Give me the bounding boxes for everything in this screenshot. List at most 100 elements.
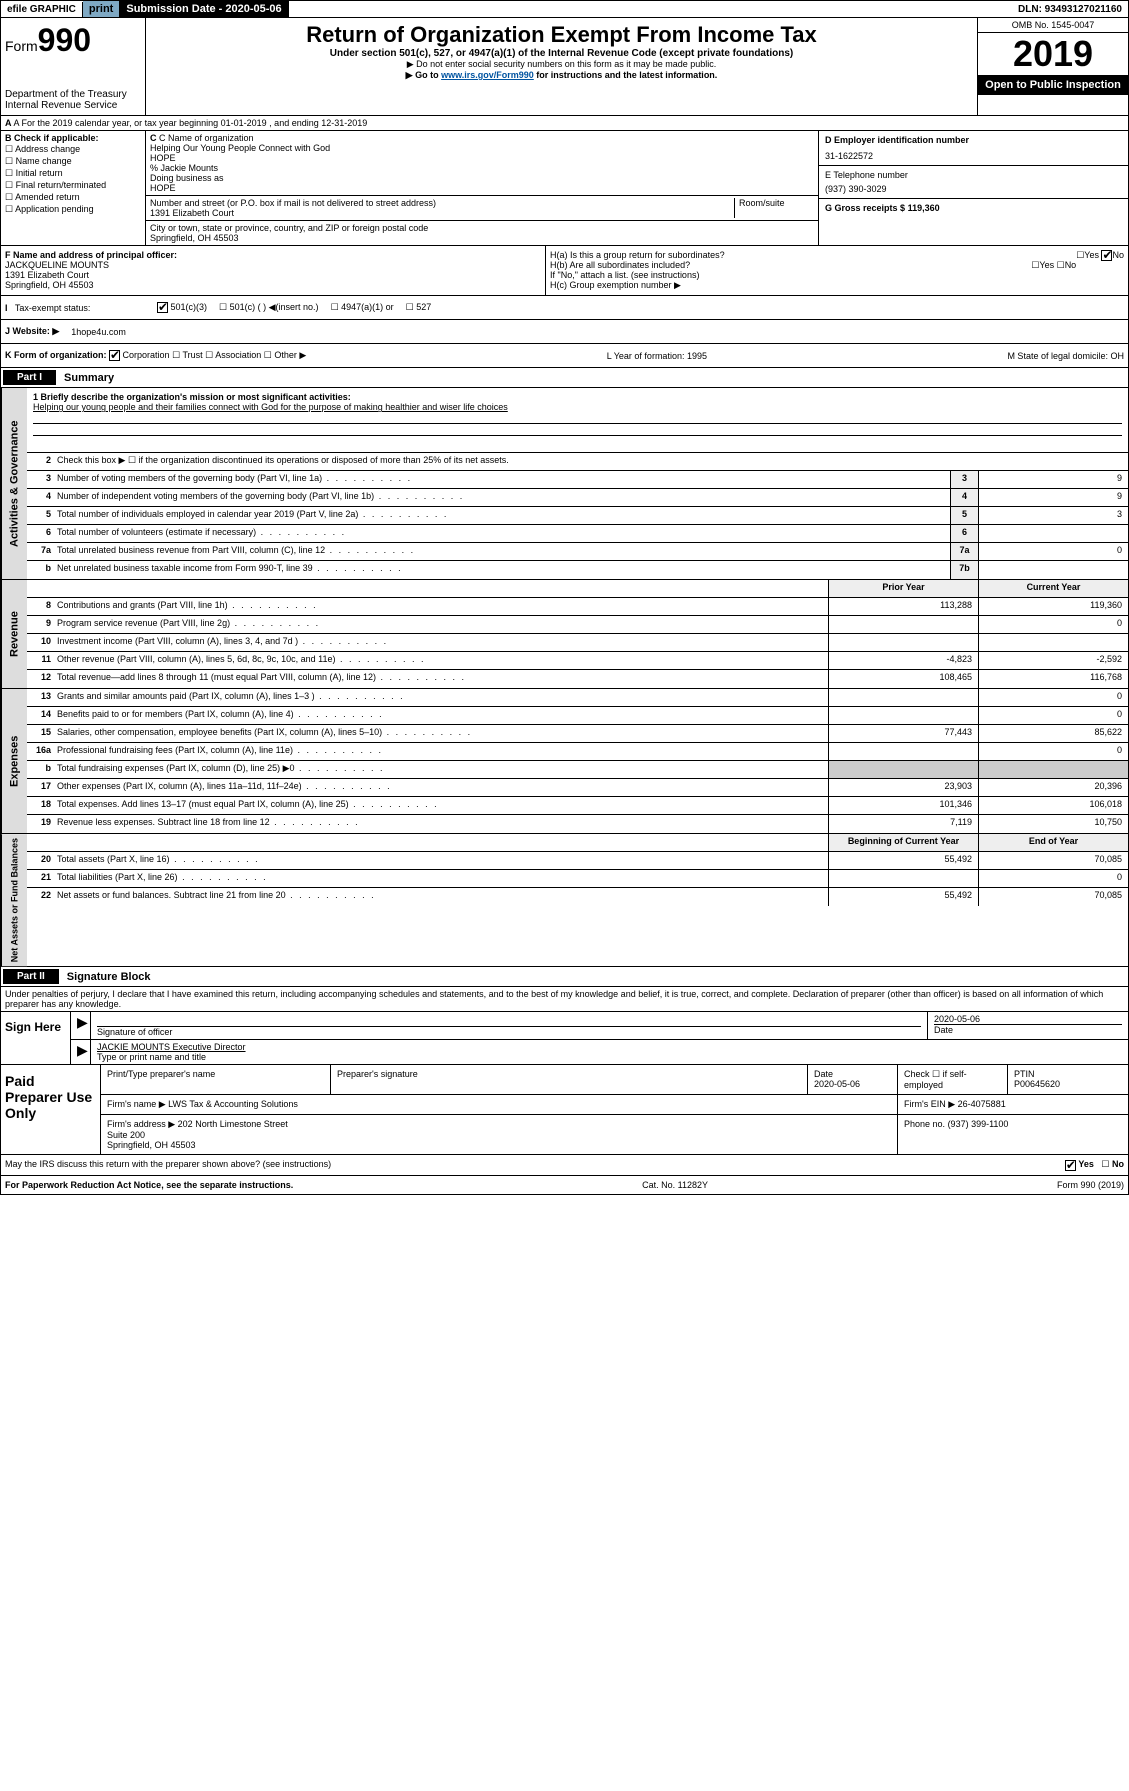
- hb-row: H(b) Are all subordinates included? ☐Yes…: [550, 260, 1124, 270]
- section-bcd: B Check if applicable: ☐ Address change …: [0, 131, 1129, 246]
- m-state: M State of legal domicile: OH: [1007, 351, 1124, 361]
- top-bar: efile GRAPHIC print Submission Date - 20…: [0, 0, 1129, 18]
- prep-self[interactable]: Check ☐ if self-employed: [898, 1065, 1008, 1094]
- note-ssn: ▶ Do not enter social security numbers o…: [150, 59, 973, 70]
- chk-name[interactable]: ☐ Name change: [5, 156, 141, 167]
- side-balances: Net Assets or Fund Balances: [1, 834, 27, 966]
- box-b: B Check if applicable: ☐ Address change …: [1, 131, 146, 245]
- chk-final[interactable]: ☐ Final return/terminated: [5, 180, 141, 191]
- line-21: 21 Total liabilities (Part X, line 26) 0: [27, 870, 1128, 888]
- officer-name-title: JACKIE MOUNTS Executive Director: [97, 1042, 1122, 1052]
- chk-pending[interactable]: ☐ Application pending: [5, 204, 141, 215]
- e-label: E Telephone number: [825, 170, 1122, 180]
- penalty-text: Under penalties of perjury, I declare th…: [0, 987, 1129, 1012]
- officer-city: Springfield, OH 45503: [5, 280, 94, 290]
- officer-name: JACKQUELINE MOUNTS: [5, 260, 109, 270]
- tax-year: 2019: [978, 33, 1128, 75]
- revenue-section: Revenue Prior Year Current Year 8 Contri…: [0, 580, 1129, 689]
- dba-label: Doing business as: [150, 173, 814, 183]
- line-b: b Total fundraising expenses (Part IX, c…: [27, 761, 1128, 779]
- chk-501c[interactable]: ☐ 501(c) ( ) ◀(insert no.): [219, 302, 319, 313]
- sig-date: 2020-05-06: [934, 1014, 1122, 1024]
- dln: DLN: 93493127021160: [1012, 2, 1128, 17]
- cat-no: Cat. No. 11282Y: [642, 1180, 708, 1190]
- paid-preparer-block: Paid Preparer Use Only Print/Type prepar…: [0, 1065, 1129, 1155]
- chk-corp[interactable]: [109, 350, 120, 361]
- chk-amended[interactable]: ☐ Amended return: [5, 192, 141, 203]
- prep-sig-hdr: Preparer's signature: [331, 1065, 808, 1094]
- l-year: L Year of formation: 1995: [607, 351, 707, 361]
- care-of: % Jackie Mounts: [150, 163, 814, 173]
- form-subtitle: Under section 501(c), 527, or 4947(a)(1)…: [150, 48, 973, 59]
- side-governance: Activities & Governance: [1, 388, 27, 579]
- form-ref: Form 990 (2019): [1057, 1180, 1124, 1190]
- line-15: 15 Salaries, other compensation, employe…: [27, 725, 1128, 743]
- line-18: 18 Total expenses. Add lines 13–17 (must…: [27, 797, 1128, 815]
- line-b: b Net unrelated business taxable income …: [27, 561, 1128, 579]
- line-5: 5 Total number of individuals employed i…: [27, 507, 1128, 525]
- k-row: K Form of organization: Corporation ☐ Tr…: [0, 344, 1129, 368]
- form-number: Form990: [5, 22, 141, 59]
- governance-section: Activities & Governance 1 Briefly descri…: [0, 388, 1129, 580]
- chk-501c3[interactable]: 501(c)(3): [157, 302, 207, 313]
- f-label: F Name and address of principal officer:: [5, 250, 177, 260]
- line-7a: 7a Total unrelated business revenue from…: [27, 543, 1128, 561]
- line-10: 10 Investment income (Part VIII, column …: [27, 634, 1128, 652]
- line-8: 8 Contributions and grants (Part VIII, l…: [27, 598, 1128, 616]
- g-label: G Gross receipts $ 119,360: [825, 203, 940, 213]
- expenses-section: Expenses 13 Grants and similar amounts p…: [0, 689, 1129, 834]
- balances-section: Net Assets or Fund Balances Beginning of…: [0, 834, 1129, 967]
- date-label: Date: [934, 1024, 1122, 1035]
- line-22: 22 Net assets or fund balances. Subtract…: [27, 888, 1128, 906]
- line-3: 3 Number of voting members of the govern…: [27, 471, 1128, 489]
- col-prior: Prior Year: [828, 580, 978, 597]
- ein: 31-1622572: [825, 151, 1122, 161]
- part2-header: Part II Signature Block: [0, 967, 1129, 987]
- city-label: City or town, state or province, country…: [150, 223, 814, 233]
- chk-4947[interactable]: ☐ 4947(a)(1) or: [331, 302, 394, 313]
- line-17: 17 Other expenses (Part IX, column (A), …: [27, 779, 1128, 797]
- prep-date: Date2020-05-06: [808, 1065, 898, 1094]
- q1-mission: 1 Briefly describe the organization's mi…: [27, 388, 1128, 453]
- line-16a: 16a Professional fundraising fees (Part …: [27, 743, 1128, 761]
- org-name: Helping Our Young People Connect with Go…: [150, 143, 814, 153]
- line-11: 11 Other revenue (Part VIII, column (A),…: [27, 652, 1128, 670]
- side-revenue: Revenue: [1, 580, 27, 688]
- street-address: 1391 Elizabeth Court: [150, 208, 734, 218]
- chk-initial[interactable]: ☐ Initial return: [5, 168, 141, 179]
- open-public: Open to Public Inspection: [978, 75, 1128, 95]
- col-begin: Beginning of Current Year: [828, 834, 978, 851]
- irs-discuss-row: May the IRS discuss this return with the…: [0, 1155, 1129, 1175]
- line-4: 4 Number of independent voting members o…: [27, 489, 1128, 507]
- hb-note: If "No," attach a list. (see instruction…: [550, 270, 1124, 280]
- signature-block: Sign Here ▶ Signature of officer 2020-05…: [0, 1012, 1129, 1065]
- firm-phone: Phone no. (937) 399-1100: [898, 1115, 1128, 1154]
- irs-link[interactable]: www.irs.gov/Form990: [441, 70, 534, 80]
- officer-addr: 1391 Elizabeth Court: [5, 270, 89, 280]
- irs-label: Internal Revenue Service: [5, 100, 141, 111]
- col-current: Current Year: [978, 580, 1128, 597]
- website-row: J Website: ▶ 1hope4u.com: [0, 320, 1129, 344]
- d-label: D Employer identification number: [825, 135, 969, 145]
- hc-row: H(c) Group exemption number ▶: [550, 280, 1124, 291]
- footer: For Paperwork Reduction Act Notice, see …: [0, 1176, 1129, 1195]
- firm-ein: Firm's EIN ▶ 26-4075881: [898, 1095, 1128, 1114]
- side-expenses: Expenses: [1, 689, 27, 833]
- prep-name-hdr: Print/Type preparer's name: [101, 1065, 331, 1094]
- chk-address[interactable]: ☐ Address change: [5, 144, 141, 155]
- dba: HOPE: [150, 183, 814, 193]
- form-header: Form990 Department of the Treasury Inter…: [0, 18, 1129, 116]
- print-button[interactable]: print: [83, 1, 120, 17]
- chk-527[interactable]: ☐ 527: [406, 302, 432, 313]
- note-goto: ▶ Go to www.irs.gov/Form990 for instruct…: [150, 70, 973, 81]
- ptin: PTINP00645620: [1008, 1065, 1128, 1094]
- col-end: End of Year: [978, 834, 1128, 851]
- dept-treasury: Department of the Treasury: [5, 89, 141, 100]
- room-label: Room/suite: [734, 198, 814, 218]
- part1-header: Part I Summary: [0, 368, 1129, 388]
- mission-text: Helping our young people and their famil…: [33, 402, 508, 412]
- discuss-yes[interactable]: [1065, 1160, 1076, 1171]
- paid-label: Paid Preparer Use Only: [1, 1065, 101, 1154]
- line-14: 14 Benefits paid to or for members (Part…: [27, 707, 1128, 725]
- ha-row: H(a) Is this a group return for subordin…: [550, 250, 1124, 260]
